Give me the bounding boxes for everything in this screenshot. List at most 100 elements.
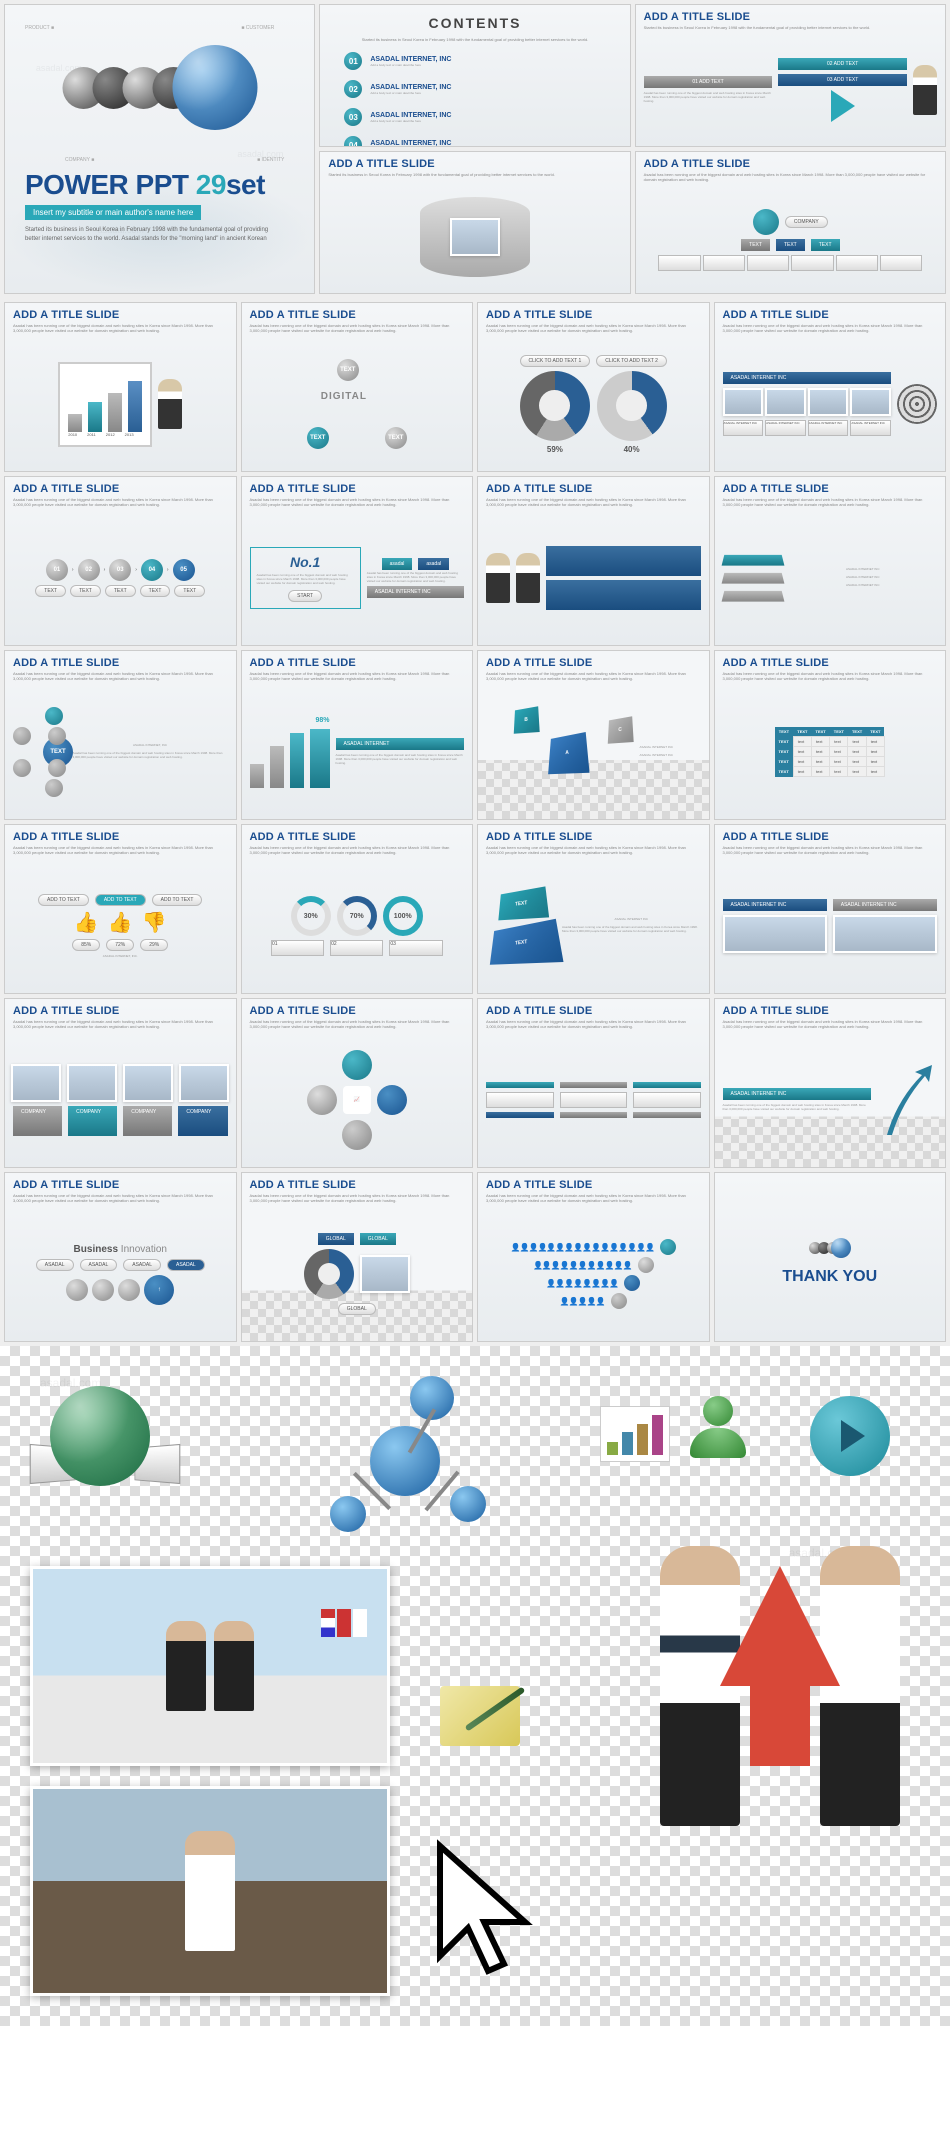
orb (45, 707, 63, 725)
slide-title: ADD A TITLE SLIDE (320, 152, 629, 172)
contents-label: ASADAL INTERNET, INC (370, 56, 451, 63)
bar (607, 1442, 618, 1455)
center-icon: 📈 (343, 1086, 371, 1114)
num-circle: 01 (344, 52, 362, 70)
global-tag: GLOBAL (360, 1233, 396, 1245)
slide-intro-steps: ADD A TITLE SLIDE Started its business i… (635, 4, 946, 147)
text: ASADAL INTERNET INC (639, 754, 673, 758)
node (342, 1050, 372, 1080)
globe-icon (831, 1238, 851, 1258)
text: Asadal has been running one of the bigge… (723, 1104, 872, 1112)
slide-title: ADD A TITLE SLIDE (478, 999, 709, 1019)
contents-item: 01 ASADAL INTERNET, INCAdd a body text or… (344, 52, 605, 70)
slide-sub: Started its business in Seoul Korea in F… (320, 172, 629, 181)
asset-folder-pen (440, 1686, 520, 1746)
pct: 29% (140, 939, 168, 951)
th: TEXT (775, 747, 794, 757)
process-box (486, 1082, 554, 1088)
slide-hex-cycle: ADD A TITLE SLIDE Asadal has been runnin… (4, 650, 237, 820)
orb (118, 1279, 140, 1301)
process-box (486, 1112, 554, 1118)
tag: ASADAL (167, 1259, 205, 1271)
footer-tag: ASADAL INTERNET INC (367, 586, 464, 598)
hand-label: ADD TO TEXT (152, 894, 203, 906)
asset-globe-screens (60, 1386, 150, 1486)
bar (250, 764, 264, 788)
org-node: COMPANY (785, 216, 828, 228)
slide-handshake: ADD A TITLE SLIDE Asadal has been runnin… (477, 476, 710, 646)
slide-title: ADD A TITLE SLIDE (478, 825, 709, 845)
slide-title: ADD A TITLE SLIDE (478, 651, 709, 671)
slide-sub: Asadal has been running one of the bigge… (5, 671, 236, 685)
contents-desc: Add a body text or main describe here (370, 63, 451, 67)
orb (45, 779, 63, 797)
box3d: C (608, 716, 634, 743)
slide-title: ADD A TITLE SLIDE (242, 477, 473, 497)
contents-label: ASADAL INTERNET, INC (370, 84, 451, 91)
biz-label: Business (74, 1244, 118, 1255)
cover-body: Started its business in Seoul Korea in F… (25, 226, 285, 243)
th: TEXT (830, 727, 848, 737)
block3d: TEXT (490, 919, 564, 965)
target-icon (897, 384, 937, 424)
content: Business Innovation ASADALASADALASADALAS… (5, 1207, 236, 1341)
slide-sub: Asadal has been running one of the bigge… (478, 323, 709, 337)
asset-molecule (320, 1376, 500, 1556)
td: text (793, 767, 811, 777)
process-box (633, 1092, 701, 1108)
slide-sub: Asadal has been running one of the bigge… (242, 1019, 473, 1033)
slide-venn: ADD A TITLE SLIDE Asadal has been runnin… (241, 302, 474, 472)
text: Asadal has been running one of the bigge… (72, 752, 227, 760)
corner-label: ■ CUSTOMER (241, 25, 274, 31)
slide-title: ADD A TITLE SLIDE (715, 651, 946, 671)
label: COMPANY (13, 1106, 62, 1136)
layer (721, 573, 784, 584)
step-label: 02 ADD TEXT (778, 58, 907, 70)
text: ASADAL INTERNET, INC (133, 744, 167, 748)
slide-photo-pair: ADD A TITLE SLIDE Asadal has been runnin… (714, 824, 947, 994)
slide-sub: Started its business in Seoul Korea in F… (636, 25, 945, 34)
step-row: 01› 02› 03› 04› 05 (13, 559, 228, 581)
globe-icon (50, 1386, 150, 1486)
data-table: TEXTTEXTTEXTTEXTTEXTTEXT TEXTtexttexttex… (775, 727, 885, 777)
th: TEXT (775, 737, 794, 747)
pie (304, 1249, 354, 1299)
content: 01› 02› 03› 04› 05 TEXTTEXTTEXTTEXTTEXT (5, 511, 236, 645)
slide-sub: Asadal has been running one of the bigge… (5, 323, 236, 337)
count-orb (638, 1257, 654, 1273)
assets-panel: asadal.com asadal.com (0, 1346, 950, 2026)
label: COMPANY (178, 1106, 227, 1136)
step-num: 03 (109, 559, 131, 581)
content: ASADAL INTERNET INC ASADAL INTERNET INCA… (715, 337, 946, 471)
layer (721, 555, 784, 566)
cell (836, 255, 878, 271)
person (185, 1831, 235, 1951)
thumbs-up-icon: 👍 (108, 910, 133, 935)
contents-list: 01ASADAL INTERNET, INCAdd a body text or… (320, 42, 629, 147)
slide-sub: Asadal has been running one of the bigge… (715, 1019, 946, 1033)
person-graphic (486, 553, 510, 603)
process-box (486, 1092, 554, 1108)
text: Asadal has been running one of the bigge… (367, 572, 464, 584)
portrait (11, 1064, 61, 1102)
pie-value: 40% (624, 445, 640, 454)
person-graphic (913, 65, 937, 115)
thumbs-down-icon: 👎 (142, 910, 167, 935)
slide-sub: Asadal has been running one of the bigge… (478, 671, 709, 685)
td: text (848, 767, 866, 777)
pie-chart (520, 371, 590, 441)
slide-title: ADD A TITLE SLIDE (478, 477, 709, 497)
slide-rings: ADD A TITLE SLIDE Asadal has been runnin… (241, 824, 474, 994)
slide-cover: asadal.com asadal.com asadal.com PRODUCT… (4, 4, 315, 294)
text: Asadal has been running one of the bigge… (257, 574, 354, 586)
tag: ASADAL (36, 1259, 74, 1271)
tag: ASADAL (123, 1259, 161, 1271)
step-label: 03 ADD TEXT (778, 74, 907, 86)
slide-title: ADD A TITLE SLIDE (478, 303, 709, 323)
title-part: 29 (196, 169, 226, 200)
slide-title: ADD A TITLE SLIDE (5, 303, 236, 323)
slide-globals: ADD A TITLE SLIDE Asadal has been runnin… (241, 1172, 474, 1342)
slide-sub: Asadal has been running one of the bigge… (478, 1019, 709, 1033)
contents-item: 02ASADAL INTERNET, INCAdd a body text or… (344, 80, 605, 98)
content (478, 511, 709, 645)
